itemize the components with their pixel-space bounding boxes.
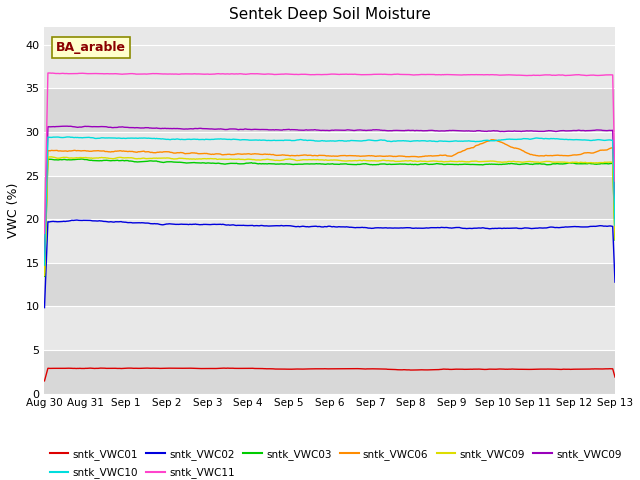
Bar — [45, 45, 615, 88]
Bar — [45, 263, 615, 306]
Text: BA_arable: BA_arable — [56, 41, 126, 54]
Bar — [45, 176, 615, 219]
Title: Sentek Deep Soil Moisture: Sentek Deep Soil Moisture — [229, 7, 431, 22]
Legend: sntk_VWC10, sntk_VWC11: sntk_VWC10, sntk_VWC11 — [50, 467, 235, 478]
Bar — [45, 88, 615, 132]
Bar — [45, 219, 615, 263]
Bar — [45, 132, 615, 176]
Y-axis label: VWC (%): VWC (%) — [7, 183, 20, 238]
Bar — [45, 306, 615, 350]
Bar — [45, 350, 615, 394]
